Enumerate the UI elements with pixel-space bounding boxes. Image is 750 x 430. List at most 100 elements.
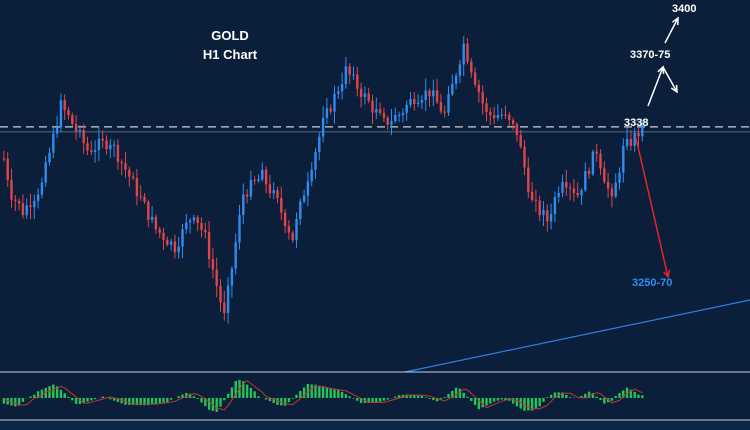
candle-body bbox=[200, 223, 203, 230]
candle-body bbox=[641, 122, 644, 137]
level-label-3338: 3338 bbox=[624, 117, 649, 129]
candle-body bbox=[74, 124, 78, 132]
panel-footer bbox=[0, 421, 750, 430]
trendline bbox=[404, 299, 750, 373]
candle-body bbox=[557, 192, 560, 197]
candle-body bbox=[139, 196, 142, 198]
candle-body bbox=[435, 90, 439, 103]
candle-body bbox=[287, 226, 291, 233]
candle-body bbox=[333, 93, 336, 112]
candle-body bbox=[17, 200, 21, 204]
candle-body bbox=[451, 83, 454, 95]
candle-body bbox=[458, 64, 462, 76]
candle-body bbox=[6, 158, 9, 180]
candle-body bbox=[629, 138, 633, 146]
candle-body bbox=[420, 100, 424, 103]
candle-body bbox=[519, 135, 522, 147]
candle-body bbox=[443, 111, 446, 113]
candle-body bbox=[576, 193, 579, 196]
candle-body bbox=[401, 112, 405, 116]
candle-body bbox=[44, 162, 47, 183]
candle-body bbox=[572, 188, 576, 194]
candle-body bbox=[306, 181, 310, 196]
level-label-3400: 3400 bbox=[672, 3, 697, 15]
candle-body bbox=[534, 199, 538, 201]
candle-body bbox=[249, 179, 253, 197]
candle-body bbox=[462, 43, 465, 65]
candle-body bbox=[109, 144, 112, 150]
candle-body bbox=[428, 90, 431, 97]
candle-body bbox=[67, 110, 70, 116]
candle-body bbox=[348, 66, 351, 75]
candle-body bbox=[595, 151, 598, 154]
candle-body bbox=[242, 194, 245, 215]
candle-body bbox=[215, 269, 218, 287]
candle-body bbox=[36, 194, 40, 201]
candle-body bbox=[603, 168, 606, 182]
candle-body bbox=[485, 103, 488, 113]
candle-body bbox=[515, 124, 519, 136]
candle-body bbox=[181, 229, 184, 247]
candle-body bbox=[375, 109, 378, 113]
candle-body bbox=[473, 72, 477, 85]
candle-body bbox=[21, 203, 25, 216]
candle-body bbox=[625, 138, 629, 147]
candle-body bbox=[405, 104, 408, 113]
candle-body bbox=[196, 217, 199, 224]
candle-body bbox=[568, 187, 572, 189]
candle-body bbox=[633, 132, 636, 146]
candle-body bbox=[245, 194, 249, 197]
candle-body bbox=[530, 191, 534, 200]
candle-body bbox=[86, 143, 89, 151]
candle-body bbox=[128, 169, 131, 177]
candle-body bbox=[230, 268, 234, 286]
candle-body bbox=[192, 217, 196, 221]
candle-body bbox=[211, 259, 215, 270]
candle-body bbox=[82, 130, 85, 144]
candle-body bbox=[378, 109, 382, 113]
up-arrow-2 bbox=[662, 66, 678, 93]
candle-body bbox=[325, 108, 329, 118]
candle-body bbox=[413, 99, 416, 104]
candle-body bbox=[606, 181, 610, 189]
candle-body bbox=[40, 182, 44, 195]
candle-body bbox=[55, 127, 59, 134]
candle-body bbox=[291, 232, 294, 241]
candle-body bbox=[101, 138, 104, 141]
candle-body bbox=[359, 88, 363, 97]
candle-body bbox=[124, 162, 127, 170]
candle-body bbox=[226, 285, 230, 314]
candle-body bbox=[204, 229, 207, 233]
candle-body bbox=[390, 121, 393, 125]
candle-body bbox=[504, 114, 507, 116]
candle-body bbox=[29, 205, 32, 208]
candle-body bbox=[143, 196, 146, 202]
chart-title: GOLD bbox=[211, 28, 249, 43]
candle-body bbox=[310, 169, 313, 182]
candle-body bbox=[481, 92, 484, 104]
candle-body bbox=[409, 99, 412, 105]
up-arrow-1 bbox=[647, 66, 664, 107]
candle-body bbox=[257, 179, 260, 181]
level-label-3370-75: 3370-75 bbox=[630, 49, 671, 61]
candle-body bbox=[489, 112, 492, 116]
candle-body bbox=[253, 179, 256, 181]
candle-body bbox=[329, 108, 332, 112]
candle-body bbox=[154, 216, 158, 230]
candle-body bbox=[466, 43, 469, 62]
candle-body bbox=[150, 216, 154, 220]
candle-body bbox=[477, 84, 481, 93]
candle-body bbox=[508, 114, 511, 121]
candle-body bbox=[386, 117, 389, 125]
candle-body bbox=[496, 115, 500, 118]
candle-body bbox=[492, 115, 496, 118]
candle-body bbox=[78, 130, 82, 132]
oscillator-signal-line bbox=[3, 380, 643, 411]
candle-body bbox=[264, 169, 268, 185]
candle-body bbox=[147, 201, 150, 220]
candle-body bbox=[59, 100, 63, 128]
candle-body bbox=[416, 102, 420, 104]
candle-body bbox=[169, 241, 173, 245]
candle-body bbox=[367, 93, 370, 101]
